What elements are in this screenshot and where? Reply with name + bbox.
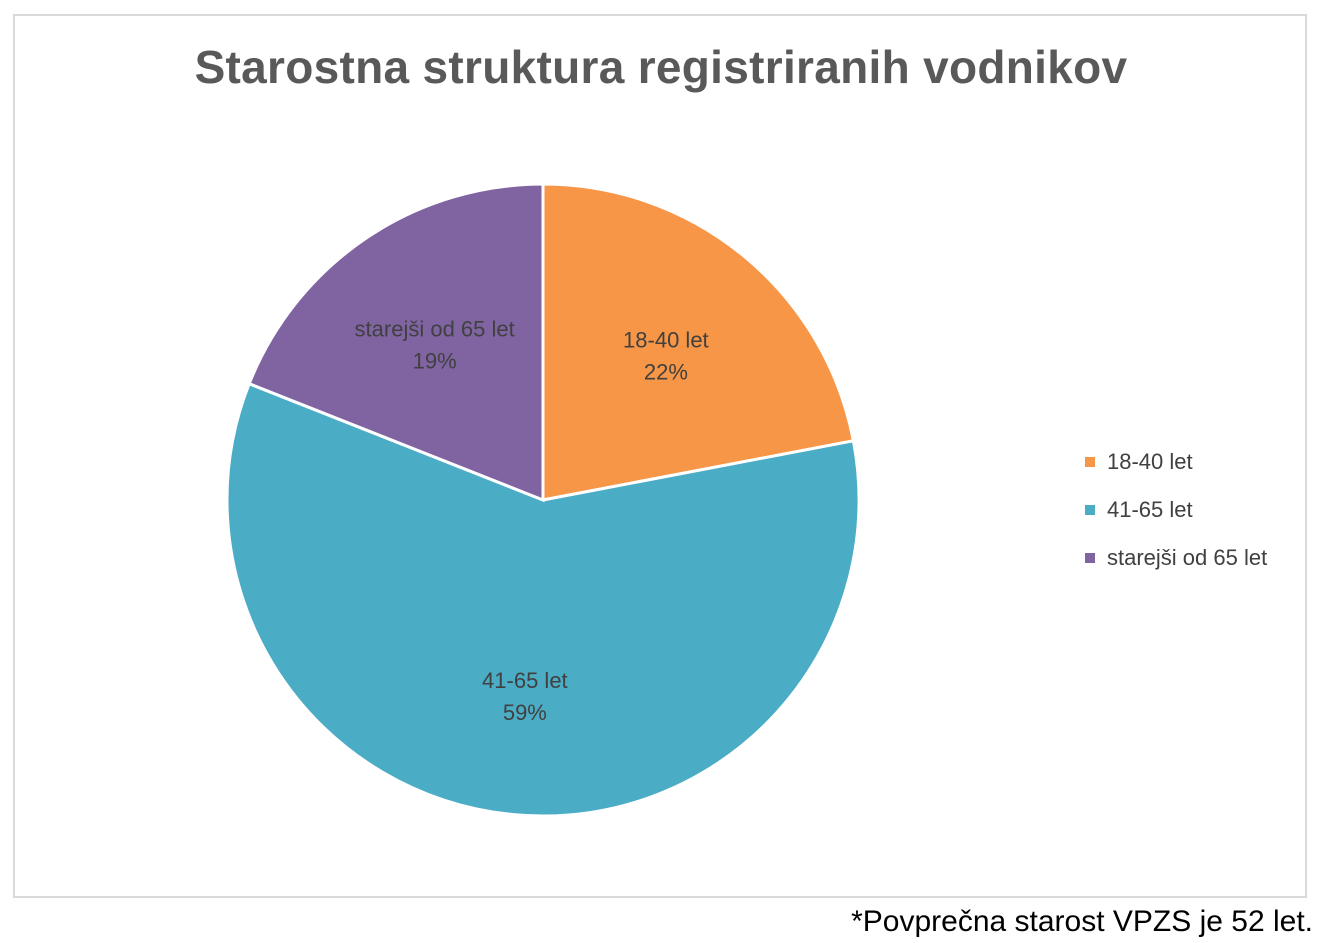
legend-label: starejši od 65 let <box>1107 545 1268 570</box>
data-label-category: starejši od 65 let <box>355 317 515 342</box>
legend-swatch <box>1085 457 1095 467</box>
legend-item: starejši od 65 let <box>1085 534 1267 582</box>
data-label-value: 59% <box>503 700 547 725</box>
pie-slice-3 <box>247 182 545 503</box>
data-label-category: 18-40 let <box>623 327 709 352</box>
data-label-value: 22% <box>644 359 688 384</box>
chart-legend: 18-40 let 41-65 let starejši od 65 let <box>1085 438 1267 582</box>
pie-slice-1 <box>541 182 856 502</box>
legend-item: 18-40 let <box>1085 438 1267 486</box>
legend-label: 18-40 let <box>1107 449 1193 474</box>
legend-label: 41-65 let <box>1107 497 1193 522</box>
pie-slice-2 <box>225 381 861 818</box>
legend-item: 41-65 let <box>1085 486 1267 534</box>
data-label-value: 19% <box>413 349 457 374</box>
chart-title: Starostna struktura registriranih vodnik… <box>194 41 1128 93</box>
data-label-category: 41-65 let <box>482 668 568 693</box>
legend-swatch <box>1085 553 1095 563</box>
footnote: *Povprečna starost VPZS je 52 let. <box>851 905 1313 938</box>
legend-swatch <box>1085 505 1095 515</box>
